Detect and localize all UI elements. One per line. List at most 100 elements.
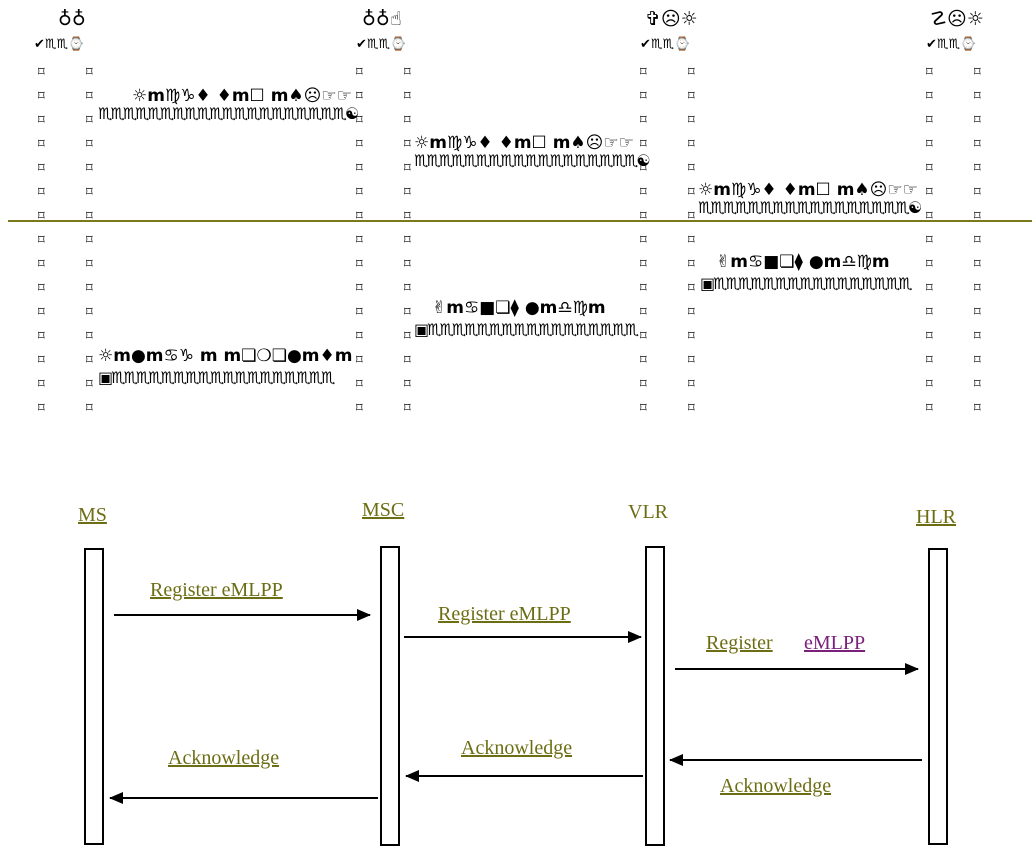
msg-ack-vlr-msc[interactable]: Acknowledge xyxy=(461,737,573,759)
column-mark: ⌑ xyxy=(974,353,981,368)
column-mark: ⌑ xyxy=(974,113,981,128)
lane-title-glyph-2: ♁♁☝ xyxy=(362,8,402,30)
msg-register-ms-msc[interactable]: Register eMLPP xyxy=(150,579,283,601)
column-mark: ⌑ xyxy=(640,377,647,392)
column-mark: ⌑ xyxy=(926,65,933,80)
column-mark: ⌑ xyxy=(404,257,411,272)
column-mark: ⌑ xyxy=(974,137,981,152)
upper-msg-label-1: ☼m♍♑♦ ♦m☐ m♠☹☞☞ xyxy=(132,86,352,106)
column-mark: ⌑ xyxy=(86,209,93,224)
column-mark: ⌑ xyxy=(974,233,981,248)
column-mark: ⌑ xyxy=(86,113,93,128)
column-mark: ⌑ xyxy=(404,161,411,176)
column-mark: ⌑ xyxy=(974,281,981,296)
column-mark: ⌑ xyxy=(688,305,695,320)
column-mark: ⌑ xyxy=(356,353,363,368)
column-mark: ⌑ xyxy=(688,89,695,104)
lifeline-hlr xyxy=(928,548,948,845)
column-mark: ⌑ xyxy=(688,353,695,368)
column-mark: ⌑ xyxy=(640,329,647,344)
column-mark: ⌑ xyxy=(404,377,411,392)
lane-subtitle-glyph-3: ✔♏♏⌚ xyxy=(640,37,691,52)
column-mark: ⌑ xyxy=(974,65,981,80)
column-mark: ⌑ xyxy=(974,161,981,176)
column-mark: ⌑ xyxy=(38,233,45,248)
column-mark: ⌑ xyxy=(356,233,363,248)
column-mark: ⌑ xyxy=(640,305,647,320)
column-mark: ⌑ xyxy=(640,257,647,272)
lane-subtitle-glyph-4: ✔♏♏⌚ xyxy=(926,37,977,52)
divider-line xyxy=(8,220,1032,222)
column-mark: ⌑ xyxy=(688,65,695,80)
upper-msg-arrow-6: ▣♏♏♏♏♏♏♏♏♏♏♏♏♏♏♏♏♏♏ xyxy=(98,368,335,387)
column-mark: ⌑ xyxy=(404,209,411,224)
msg-emlpp-vlr-hlr[interactable]: eMLPP xyxy=(804,632,866,654)
lane-title-glyph-4: ☡☹☼ xyxy=(930,8,984,30)
column-mark: ⌑ xyxy=(38,65,45,80)
column-mark: ⌑ xyxy=(356,161,363,176)
lane-title-hlr[interactable]: HLR xyxy=(916,506,956,528)
lifeline-vlr xyxy=(645,546,665,846)
upper-msg-arrow-2: ♏♏♏♏♏♏♏♏♏♏♏♏♏♏♏♏♏♏☯ xyxy=(414,151,651,170)
column-mark: ⌑ xyxy=(640,209,647,224)
lane-title-glyph-1: ♁♁ xyxy=(58,8,86,30)
column-mark: ⌑ xyxy=(38,281,45,296)
upper-msg-arrow-4: ▣♏♏♏♏♏♏♏♏♏♏♏♏♏♏♏♏ xyxy=(700,274,913,293)
msg-ack-hlr-vlr[interactable]: Acknowledge xyxy=(720,775,832,797)
column-mark: ⌑ xyxy=(38,161,45,176)
column-mark: ⌑ xyxy=(926,281,933,296)
upper-msg-arrow-5: ▣♏♏♏♏♏♏♏♏♏♏♏♏♏♏♏♏♏ xyxy=(414,320,639,339)
column-mark: ⌑ xyxy=(926,329,933,344)
column-mark: ⌑ xyxy=(404,305,411,320)
upper-msg-arrow-1: ♏♏♏♏♏♏♏♏♏♏♏♏♏♏♏♏♏♏♏♏☯ xyxy=(98,104,359,123)
column-mark: ⌑ xyxy=(688,185,695,200)
column-mark: ⌑ xyxy=(688,329,695,344)
column-mark: ⌑ xyxy=(38,401,45,416)
lane-title-msc[interactable]: MSC xyxy=(362,499,405,521)
column-mark: ⌑ xyxy=(86,89,93,104)
column-mark: ⌑ xyxy=(926,257,933,272)
msg-register-vlr-hlr[interactable]: Register xyxy=(706,632,773,654)
column-mark: ⌑ xyxy=(688,161,695,176)
msg-ack-msc-ms[interactable]: Acknowledge xyxy=(168,747,280,769)
column-mark: ⌑ xyxy=(356,257,363,272)
column-mark: ⌑ xyxy=(404,329,411,344)
lifeline-ms xyxy=(84,548,104,845)
upper-msg-label-6: ☼m●m♋♑ m m❏❍❏●m♦m xyxy=(98,346,353,366)
column-mark: ⌑ xyxy=(640,113,647,128)
column-mark: ⌑ xyxy=(974,209,981,224)
column-mark: ⌑ xyxy=(974,185,981,200)
column-mark: ⌑ xyxy=(688,281,695,296)
msg-register-msc-vlr[interactable]: Register eMLPP xyxy=(438,603,571,625)
column-mark: ⌑ xyxy=(974,257,981,272)
column-mark: ⌑ xyxy=(38,353,45,368)
column-mark: ⌑ xyxy=(38,305,45,320)
column-mark: ⌑ xyxy=(640,137,647,152)
column-mark: ⌑ xyxy=(356,377,363,392)
column-mark: ⌑ xyxy=(974,329,981,344)
column-mark: ⌑ xyxy=(926,185,933,200)
column-mark: ⌑ xyxy=(926,377,933,392)
column-mark: ⌑ xyxy=(86,401,93,416)
column-mark: ⌑ xyxy=(404,353,411,368)
column-mark: ⌑ xyxy=(404,65,411,80)
column-mark: ⌑ xyxy=(926,401,933,416)
column-mark: ⌑ xyxy=(404,185,411,200)
column-mark: ⌑ xyxy=(974,377,981,392)
upper-msg-label-2: ☼m♍♑♦ ♦m☐ m♠☹☞☞ xyxy=(414,133,634,153)
column-mark: ⌑ xyxy=(38,113,45,128)
column-mark: ⌑ xyxy=(404,113,411,128)
column-mark: ⌑ xyxy=(38,209,45,224)
column-mark: ⌑ xyxy=(38,329,45,344)
column-mark: ⌑ xyxy=(356,401,363,416)
column-mark: ⌑ xyxy=(404,281,411,296)
column-mark: ⌑ xyxy=(688,233,695,248)
column-mark: ⌑ xyxy=(356,137,363,152)
column-mark: ⌑ xyxy=(688,377,695,392)
lane-subtitle-glyph-1: ✔♏♏⌚ xyxy=(34,37,85,52)
column-mark: ⌑ xyxy=(688,113,695,128)
column-mark: ⌑ xyxy=(926,353,933,368)
lane-title-ms[interactable]: MS xyxy=(78,504,107,526)
column-mark: ⌑ xyxy=(640,353,647,368)
column-mark: ⌑ xyxy=(926,233,933,248)
